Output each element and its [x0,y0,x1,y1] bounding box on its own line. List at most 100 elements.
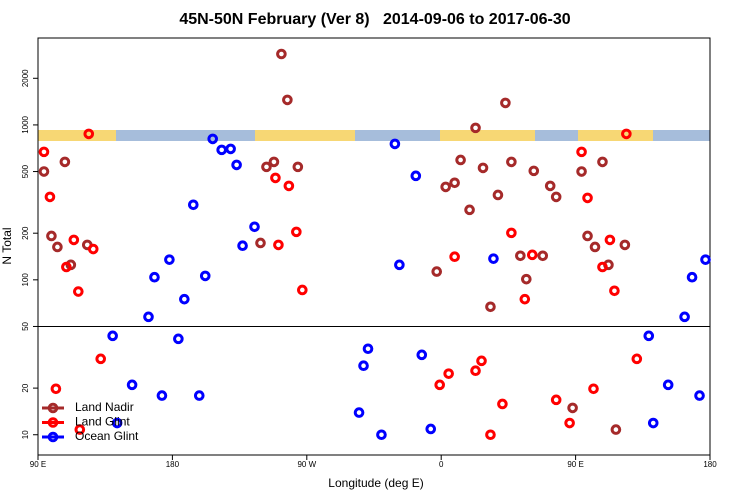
point [143,311,154,323]
point [68,234,80,246]
point [270,172,281,184]
y-tick-label: 500 [21,164,30,178]
point [46,230,57,242]
point [449,177,460,189]
point [550,191,562,203]
point [50,383,62,395]
point [589,241,601,253]
point [582,192,593,204]
point [249,221,260,233]
point [564,417,575,429]
legend-label: Land Glint [75,415,130,429]
point [537,250,549,262]
point [528,165,540,177]
point [362,343,374,355]
point [597,156,608,168]
point [515,250,526,262]
point [44,191,56,203]
point [95,353,107,365]
x-tick-label: 90 W [297,460,316,469]
point [588,383,599,395]
point [291,226,302,238]
point [276,48,287,60]
point [631,353,643,365]
point [389,138,401,150]
point [353,407,365,418]
point [376,429,387,441]
legend-label: Land Nadir [75,400,134,414]
y-tick-label: 20 [21,383,30,392]
point [425,423,437,435]
point [111,417,123,429]
point [497,398,508,410]
point [52,241,63,253]
point [164,254,175,265]
point [193,390,205,401]
point [61,261,72,273]
point [694,390,705,401]
point [519,293,531,305]
point [679,311,690,323]
point [686,271,698,283]
point [126,379,138,391]
point [156,390,168,401]
point [700,254,711,265]
x-axis-label: Longitude (deg E) [328,476,423,490]
point [237,240,248,252]
point [500,97,511,109]
point [74,424,86,435]
point [38,166,50,177]
point [231,159,242,171]
y-axis-label: N Total [0,227,14,264]
point [544,180,556,192]
point [521,273,532,285]
x-tick-label: 180 [166,460,180,469]
point [216,144,227,156]
y-tick-label: 2000 [21,69,30,87]
point [261,161,272,173]
point [576,166,587,177]
point [485,301,496,313]
point [107,330,118,342]
legend-marker [47,431,59,443]
point [619,239,631,251]
point [643,330,655,342]
point [273,239,284,251]
x-tick-label: 0 [439,460,444,469]
point [488,253,499,264]
point [207,133,219,145]
point [567,402,578,414]
point [179,293,190,305]
point [410,170,422,182]
point [470,122,481,134]
y-tick-label: 100 [21,273,30,287]
point [297,284,308,296]
point [173,333,184,345]
point [597,261,608,273]
land-ocean-strip [38,130,710,141]
point [283,180,295,192]
point [443,368,454,379]
point [582,230,593,242]
point [188,199,199,211]
point [440,181,451,193]
point [476,355,487,367]
point [647,417,659,429]
point [506,227,517,239]
point [434,379,446,391]
point [449,251,460,263]
x-tick-label: 90 E [30,460,46,469]
x-tick-label: 180 [703,460,717,469]
point [550,394,562,406]
point [621,128,632,140]
point [609,285,620,297]
y-tick-label: 200 [21,226,30,240]
legend-label: Ocean Glint [75,429,139,443]
point [255,237,266,249]
point [477,162,489,174]
y-tick-label: 1000 [21,115,30,133]
point [576,146,587,158]
point [358,360,369,372]
point [506,156,517,168]
